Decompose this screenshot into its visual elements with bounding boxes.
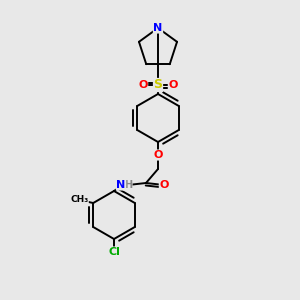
Text: Cl: Cl bbox=[108, 247, 120, 257]
Text: O: O bbox=[153, 150, 163, 160]
Text: H: H bbox=[124, 180, 132, 190]
Text: CH₃: CH₃ bbox=[70, 196, 88, 205]
Text: N: N bbox=[153, 23, 163, 33]
Text: O: O bbox=[138, 80, 148, 90]
Text: S: S bbox=[154, 79, 163, 92]
Text: O: O bbox=[159, 180, 169, 190]
Text: N: N bbox=[116, 180, 126, 190]
Text: O: O bbox=[168, 80, 178, 90]
